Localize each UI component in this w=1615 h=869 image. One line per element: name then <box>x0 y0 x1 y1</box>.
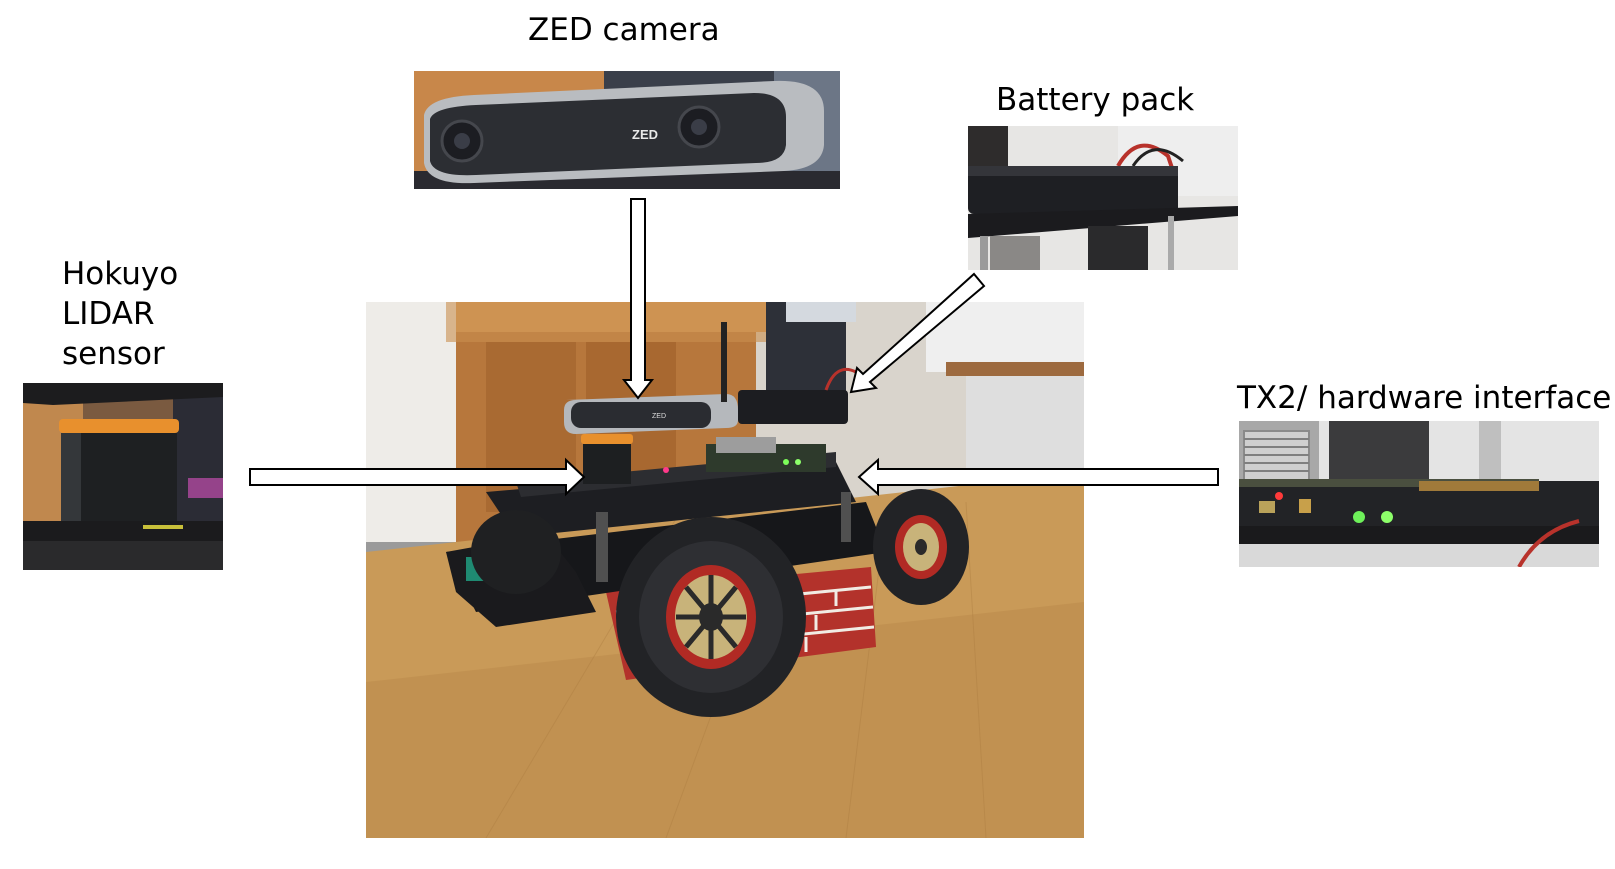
lidar-label-line-2: LIDAR <box>62 296 155 332</box>
zed-brand-text: ZED <box>632 127 658 142</box>
lidar-label-line-3: sensor <box>62 336 165 372</box>
robot-car-photo: ZED <box>366 302 1084 838</box>
zed-camera-photo: ZED <box>414 71 840 189</box>
battery-pack-label: Battery pack <box>996 82 1195 118</box>
zed-arrow <box>621 198 655 400</box>
lidar-label: Hokuyo LIDAR sensor <box>62 254 178 374</box>
tx2-photo <box>1239 421 1599 567</box>
battery-pack-photo <box>968 126 1238 270</box>
zed-camera-label: ZED camera <box>528 12 720 48</box>
tx2-label: TX2/ hardware interface <box>1237 380 1612 416</box>
lidar-photo <box>23 383 223 570</box>
lidar-arrow <box>249 457 586 497</box>
battery-arrow <box>849 272 986 394</box>
lidar-label-line-1: Hokuyo <box>62 256 179 292</box>
tx2-arrow <box>857 457 1219 497</box>
main-zed-brand-text: ZED <box>652 413 666 420</box>
